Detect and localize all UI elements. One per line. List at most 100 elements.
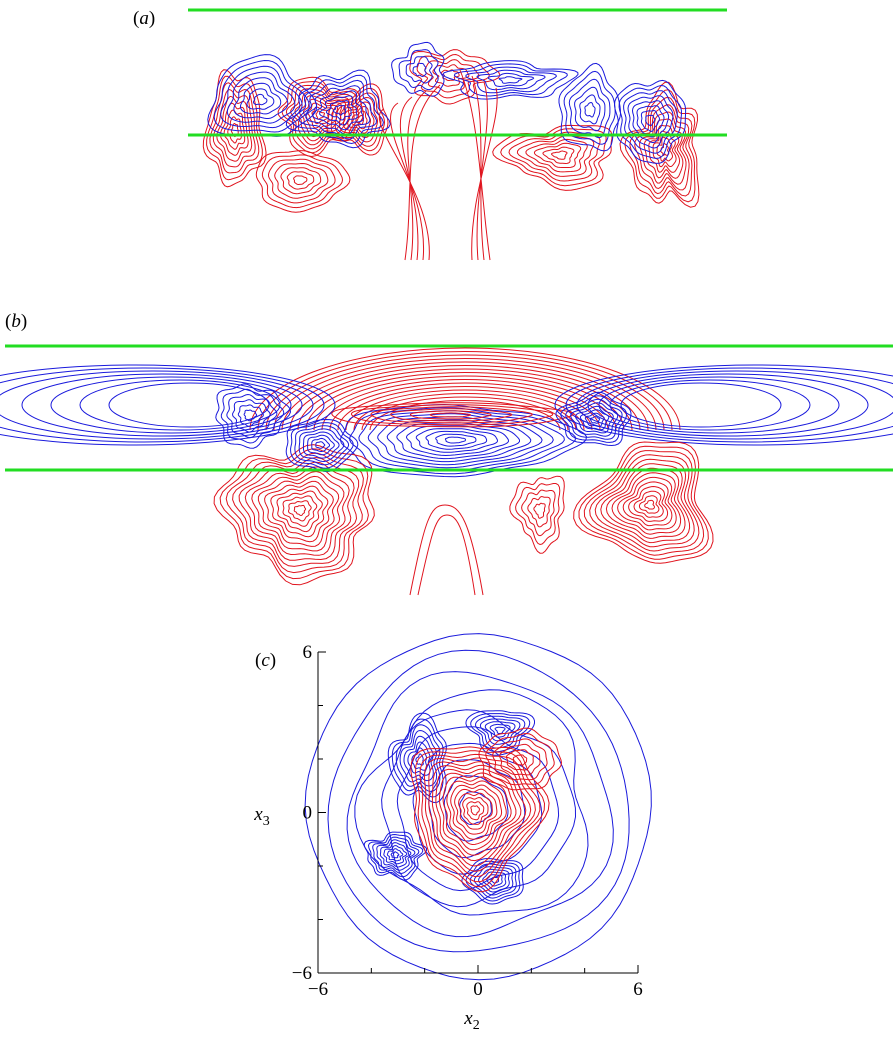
contour-line [240,82,282,115]
contour-line [270,485,329,538]
contour-line [578,445,709,560]
contour-line [648,124,681,173]
contour-line [232,399,271,433]
contour-line [639,111,687,185]
contour-line [307,102,334,129]
contour-line [390,102,425,261]
contour-line [383,845,408,865]
contour-line [555,391,632,447]
contour-line [454,788,498,835]
contour-line [376,839,416,871]
contour-line [246,88,275,110]
contour-line [623,90,678,154]
contour-line [412,62,427,78]
contour-line [325,100,352,121]
contour-line [631,100,670,144]
contour-line [570,402,619,437]
contour-line [443,775,509,842]
contour-line [489,723,511,738]
contour-line [215,383,292,449]
contour-line [391,718,444,798]
contour-line [416,53,490,99]
contour-line [319,95,358,126]
contour-line [589,454,700,552]
contour-line [594,458,695,548]
contour-line [331,402,575,428]
contour-line [542,146,575,165]
contour-line [0,370,314,440]
contour-line [399,729,438,787]
contour-line [458,792,493,830]
y-tick-label: −6 [292,963,312,984]
contour-line [312,90,365,131]
contour-line [257,475,340,547]
contour-line [289,365,641,431]
contour-line [453,63,568,97]
contour-line [226,393,278,439]
contour-line [315,441,326,449]
contour-line [305,85,371,136]
contour-line [391,41,445,97]
contour-line [498,76,523,84]
contour-line [321,379,609,431]
contour-line [466,801,485,821]
contour-line [492,124,613,191]
contour-line [644,499,656,510]
contour-line [349,407,576,475]
contour-line [286,171,315,190]
contour-line [574,86,606,132]
contour-line [656,136,674,162]
contour-line [419,753,541,883]
contour-line [79,379,281,431]
contour-line [237,404,264,427]
contour-line [574,405,614,434]
contour-line [533,502,546,519]
contour-line [620,382,782,428]
contour-line [583,450,705,556]
contour-line [479,718,521,745]
contour-line [409,410,492,420]
contour-line [521,489,556,537]
contour-line [446,780,507,846]
contour-line [387,712,447,804]
contour-line [486,874,503,887]
contour-line [280,167,322,195]
contour-line [213,444,375,586]
contour-line [465,860,521,902]
contour-line [499,743,541,776]
y-tick-label: 6 [303,642,313,663]
contour-line [425,430,488,450]
contour-line [560,395,628,443]
contour-line [617,476,677,531]
contour-line [618,84,683,159]
contour-line [264,480,334,543]
contour-line [298,428,345,463]
contour-line [253,93,268,106]
contour-line [232,456,360,567]
contour-line [226,71,296,124]
contour-line [108,382,270,428]
contour-line [353,393,577,431]
contour-line [21,373,303,437]
contour-line [470,713,531,753]
contour-line [354,689,589,916]
axis-subscript: 2 [473,1018,480,1033]
contour-line [598,376,840,434]
contour-line [414,750,546,888]
contour-line [533,142,582,168]
contour-line [476,69,546,91]
contour-line [367,833,424,878]
contour-line [225,452,364,574]
contour-line [624,89,696,203]
contour-line [0,364,336,446]
contour-line [584,101,596,118]
contour-line [500,128,607,187]
contour-line [573,441,714,564]
contour-line [386,419,532,463]
contour-line [627,95,674,149]
contour-line [396,422,520,460]
contour-line [579,409,610,431]
contour-line [442,60,579,100]
contour-line [249,347,681,431]
contour-line [558,62,622,152]
